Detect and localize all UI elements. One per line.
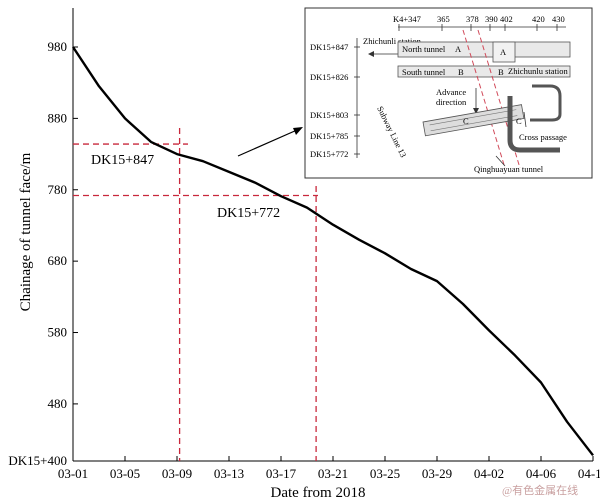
inset-tick-365: 365: [437, 14, 450, 24]
guide-lines: [73, 128, 318, 461]
inset-diagram: K4+347 365 378 390 402 420 430 DK15+847 …: [304, 7, 593, 179]
inset-zhichunlu-station: Zhichunlu station: [508, 66, 568, 76]
x-tick-label: 03-13: [214, 466, 244, 481]
x-tick-label: 04-10: [578, 466, 600, 481]
series-line: [71, 46, 594, 457]
inset-cross-passage: Cross passage: [519, 132, 567, 142]
x-tick-label: 03-17: [266, 466, 297, 481]
y-tick-label: 580: [48, 325, 68, 340]
inset-tick-420: 420: [532, 14, 545, 24]
x-tick-label: 03-29: [422, 466, 452, 481]
inset-zhichunli-station: Zhichunli station: [363, 36, 422, 46]
inset-advance-direction-1: Advance: [436, 87, 466, 97]
callout-arrowhead: [293, 127, 303, 135]
inset-qinghuayuan-pointer: [495, 155, 506, 167]
inset-guide-1: [462, 29, 506, 169]
inset-station-arrowhead: [368, 51, 374, 57]
inset-south-tunnel-label: South tunnel: [402, 67, 446, 77]
callout-arrow: [237, 129, 298, 157]
inset-tunnel-c-rail: [429, 109, 517, 126]
inset-section-c-1: C: [463, 116, 469, 126]
y-ticks: DK15+400 480 580 680 780 880 980: [8, 39, 78, 468]
x-tick-label: 03-01: [58, 466, 88, 481]
inset-advance-arrowhead: [473, 108, 479, 114]
y-tick-label: 480: [48, 396, 68, 411]
x-tick-label: 04-06: [526, 466, 557, 481]
annotation-dk15-772: DK15+772: [217, 206, 280, 221]
inset-label-dk15-785: DK15+785: [310, 131, 348, 141]
inset-tick-402: 402: [500, 14, 513, 24]
x-tick-label: 04-02: [474, 466, 504, 481]
inset-connector-curve: [507, 96, 560, 153]
x-tick-label: 03-05: [110, 466, 140, 481]
watermark: @有色金属在线: [502, 483, 578, 497]
x-axis-title: Date from 2018: [271, 485, 366, 500]
x-tick-label: 03-21: [318, 466, 348, 481]
inset-label-dk15-847: DK15+847: [310, 42, 348, 52]
x-tick-label: 03-25: [370, 466, 400, 481]
y-tick-label: DK15+400: [8, 453, 67, 468]
inset-south-tunnel: [397, 65, 571, 78]
inset-label-dk15-826: DK15+826: [310, 72, 348, 82]
x-ticks: 03-01 03-05 03-09 03-13 03-17 03-21 03-25 03-29…: [58, 456, 600, 481]
inset-section-a-1: A: [455, 44, 462, 54]
inset-top-label: K4+347: [393, 14, 421, 24]
inset-tick-430: 430: [552, 14, 565, 24]
y-tick-label: 680: [48, 253, 68, 268]
annotation-dk15-847: DK15+847: [91, 153, 154, 168]
x-tick-label: 03-09: [162, 466, 192, 481]
inset-advance-direction-2: direction: [436, 97, 467, 107]
inset-qinghuayuan-tunnel: Qinghuayuan tunnel: [474, 164, 544, 174]
inset-tick-378: 378: [466, 14, 479, 24]
inset-section-a-2: A: [500, 47, 507, 57]
y-tick-label: 880: [48, 110, 68, 125]
inset-tunnel-c-rail: [430, 115, 518, 132]
inset-label-dk15-772: DK15+772: [310, 149, 348, 159]
inset-section-b-1: B: [458, 67, 464, 77]
inset-tick-390: 390: [485, 14, 498, 24]
inset-tunnel-c: [422, 104, 525, 137]
inset-label-dk15-803: DK15+803: [310, 110, 348, 120]
inset-north-tunnel-label: North tunnel: [402, 44, 446, 54]
y-tick-label: 780: [48, 182, 68, 197]
y-axis-title: Chainage of tunnel face/m: [18, 152, 34, 311]
inset-section-c-2: C: [516, 116, 522, 126]
y-tick-label: 980: [48, 39, 68, 54]
inset-box-a: [492, 41, 516, 63]
inset-section-b-2: B: [498, 67, 504, 77]
inset-cross-passage-pointer: [523, 111, 527, 128]
inset-cross-passage-curve: [530, 84, 562, 122]
